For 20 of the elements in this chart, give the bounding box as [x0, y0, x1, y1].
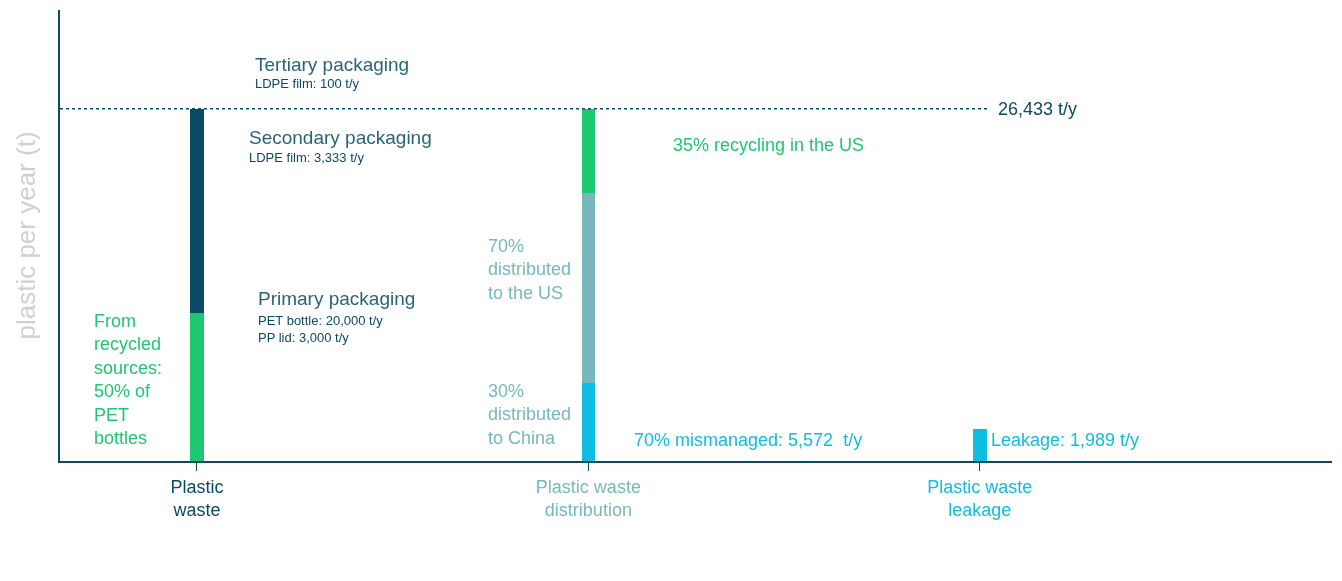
x-tick-label: Plastic waste distribution [535, 476, 641, 520]
annotation: PET bottle: 20,000 t/y PP lid: 3,000 t/y [258, 313, 384, 345]
annotation: 30% distributed to China [488, 381, 572, 448]
bar [581, 383, 596, 461]
text: LDPE film: 100 t/y [255, 76, 360, 91]
annotation: Secondary packaging [249, 127, 432, 148]
x-tick-label: Plastic waste [170, 476, 224, 520]
x-tick-label: Plastic waste leakage [927, 476, 1033, 520]
annotation: 70% distributed to the US [488, 236, 572, 303]
bar [972, 429, 987, 461]
annotation: Leakage: 1,989 t/y [991, 430, 1140, 450]
annotation: Primary packaging [258, 288, 416, 309]
bar [581, 108, 596, 194]
annotation: From recycled sources: 50% of PET bottles [94, 311, 163, 448]
annotation: LDPE film: 3,333 t/y [249, 150, 365, 165]
annotation: 70% mismanaged: 5,572 t/y [634, 430, 863, 450]
ref-line-label: 26,433 t/y [998, 99, 1078, 119]
bar [581, 193, 596, 384]
annotation: 35% recycling in the US [673, 135, 865, 155]
text: Tertiary packaging [255, 54, 410, 75]
